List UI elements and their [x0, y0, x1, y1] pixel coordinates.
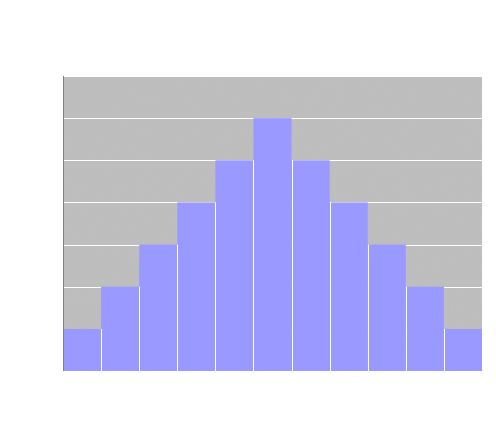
bar — [101, 286, 140, 371]
bar — [443, 328, 482, 371]
bar — [329, 202, 368, 371]
bar — [139, 244, 178, 371]
bar — [291, 160, 330, 371]
bar — [367, 244, 406, 371]
bar — [405, 286, 444, 371]
bar — [177, 202, 216, 371]
bar — [63, 328, 102, 371]
bars — [63, 118, 482, 372]
bar — [253, 118, 292, 372]
bar — [215, 160, 254, 371]
